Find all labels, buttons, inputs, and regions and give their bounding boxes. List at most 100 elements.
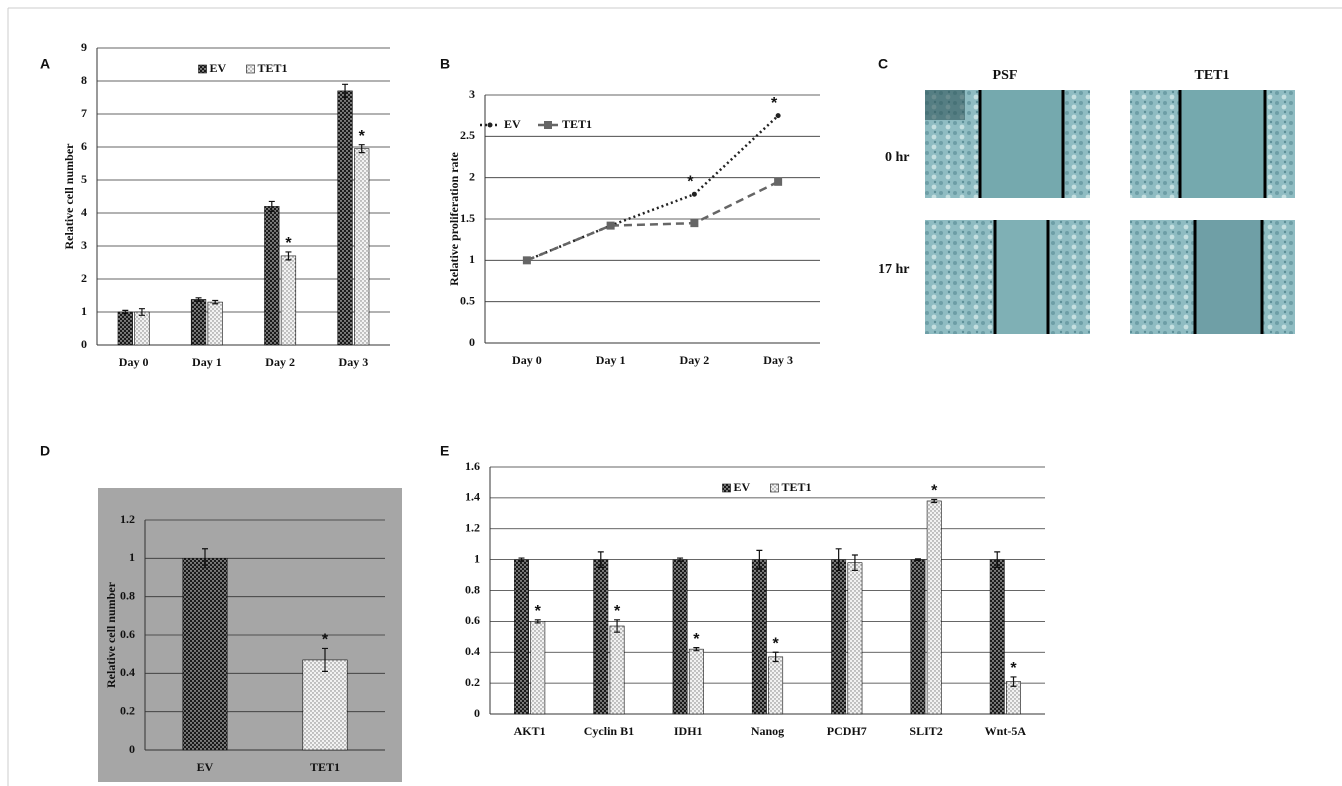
y-tick-label: 0.2 <box>120 703 135 717</box>
error-bar <box>614 619 621 633</box>
error-bar <box>285 251 292 261</box>
significance-mark: * <box>322 632 329 649</box>
x-tick-label: Day 0 <box>119 355 149 369</box>
y-tick-label: 1 <box>469 252 475 266</box>
error-bar <box>914 558 921 561</box>
scratch-gap <box>1195 220 1262 334</box>
line <box>526 114 779 262</box>
x-tick-label: Day 3 <box>763 353 793 367</box>
error-bar <box>268 200 275 212</box>
error-bar <box>851 554 858 572</box>
panel-label: B <box>440 56 450 72</box>
error-bar <box>1010 676 1017 687</box>
bar <box>190 299 207 346</box>
bar <box>609 625 625 715</box>
legend-swatch <box>722 483 731 493</box>
significance-mark: * <box>359 128 366 145</box>
bar <box>117 311 133 346</box>
panel-label: D <box>40 443 50 459</box>
error-bar <box>358 144 365 154</box>
legend-label: EV <box>734 480 751 494</box>
y-tick-label: 1 <box>81 304 87 318</box>
y-tick-label: 1.5 <box>460 211 475 225</box>
point <box>774 177 783 186</box>
y-tick-label: 0.8 <box>465 582 480 596</box>
y-axis-label: Relative cell number <box>62 143 76 250</box>
error-bar <box>597 551 604 568</box>
error-bar <box>138 308 145 316</box>
x-tick-label: EV <box>197 760 214 774</box>
significance-mark: * <box>771 95 778 112</box>
panel-label: C <box>878 56 888 72</box>
error-bar <box>518 557 525 562</box>
scratch-gap <box>995 220 1048 334</box>
column-label: PSF <box>993 68 1018 83</box>
scratch-gap <box>980 90 1063 198</box>
y-tick-label: 0.6 <box>120 627 135 641</box>
x-tick-label: Wnt-5A <box>985 724 1027 738</box>
y-tick-label: 0 <box>469 335 475 349</box>
point <box>522 256 531 265</box>
error-bar <box>756 549 763 570</box>
bar <box>910 559 926 715</box>
panel-label: A <box>40 56 50 72</box>
y-tick-label: 0.4 <box>465 644 480 658</box>
y-tick-label: 4 <box>81 205 87 219</box>
bar <box>354 148 370 346</box>
legend-label: TET1 <box>782 480 812 494</box>
point <box>690 219 699 228</box>
row-label: 0 hr <box>885 150 910 165</box>
y-tick-label: 1 <box>474 551 480 565</box>
bar <box>264 206 280 346</box>
error-bar <box>534 619 541 624</box>
bar <box>831 559 847 715</box>
bar <box>302 659 348 751</box>
bar <box>280 255 297 346</box>
bar <box>182 558 228 751</box>
bar <box>926 500 942 715</box>
y-tick-label: 6 <box>81 139 87 153</box>
error-bar <box>835 548 842 572</box>
y-tick-label: 0.2 <box>465 675 480 689</box>
significance-mark: * <box>687 173 694 190</box>
y-tick-label: 0.4 <box>120 665 135 679</box>
point <box>606 221 615 230</box>
legend-label: TET1 <box>562 117 592 131</box>
error-bar <box>677 557 684 562</box>
significance-mark: * <box>773 635 780 652</box>
legend-swatch <box>198 64 207 74</box>
y-tick-label: 2.5 <box>460 128 475 142</box>
bar <box>337 90 353 346</box>
y-tick-label: 8 <box>81 73 87 87</box>
panel-label: E <box>440 443 449 459</box>
row-label: 17 hr <box>878 262 910 277</box>
bar <box>514 559 529 715</box>
x-tick-label: Day 3 <box>339 355 369 369</box>
error-bar <box>202 548 208 569</box>
bar <box>530 621 546 715</box>
legend-label: EV <box>210 61 227 75</box>
y-tick-label: 0.5 <box>460 293 475 307</box>
legend-label: EV <box>504 117 521 131</box>
x-tick-label: Day 1 <box>192 355 222 369</box>
x-tick-label: PCDH7 <box>827 724 867 738</box>
x-tick-label: SLIT2 <box>909 724 942 738</box>
significance-mark: * <box>693 631 700 648</box>
bar <box>751 559 767 715</box>
error-bar <box>693 647 700 652</box>
point <box>691 191 697 197</box>
x-tick-label: Day 0 <box>512 353 542 367</box>
error-bar <box>122 309 129 315</box>
y-axis-label: Relative proliferation rate <box>447 151 461 285</box>
error-bar <box>772 651 779 663</box>
bar <box>207 301 223 346</box>
legend-swatch <box>770 483 779 493</box>
y-tick-label: 2 <box>469 169 475 183</box>
point <box>775 113 781 119</box>
x-tick-label: IDH1 <box>674 724 703 738</box>
y-tick-label: 1.6 <box>465 459 480 473</box>
x-tick-label: Day 2 <box>265 355 295 369</box>
y-tick-label: 0 <box>81 337 87 351</box>
legend-swatch <box>246 64 255 74</box>
